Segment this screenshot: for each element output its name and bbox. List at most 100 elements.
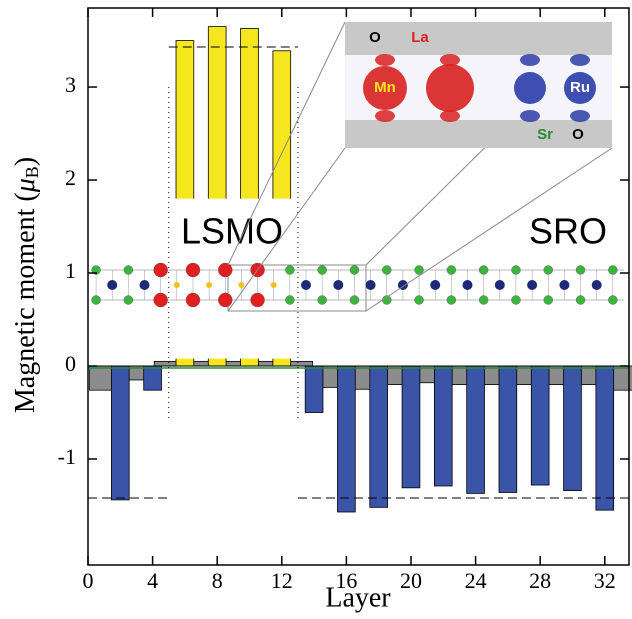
inset-atom [363, 66, 407, 110]
atom [527, 280, 538, 290]
atom [349, 295, 360, 305]
atom [511, 265, 521, 275]
atom [185, 292, 201, 308]
x-tick-label: 28 [529, 568, 551, 593]
atom [414, 295, 424, 305]
atom [250, 292, 265, 308]
zoom-box [227, 264, 367, 312]
inset-atom [514, 72, 546, 104]
atom [365, 280, 376, 290]
projection [365, 147, 613, 312]
atom [185, 262, 201, 278]
atom [382, 265, 392, 275]
inset-label: Sr [537, 126, 553, 143]
bar [143, 365, 162, 391]
y-label-close: ) [10, 157, 41, 166]
inset-orbital [375, 110, 395, 122]
atom [478, 265, 489, 275]
bar [595, 365, 615, 511]
atom [317, 295, 327, 305]
inset-label: Mn [374, 79, 396, 96]
plot-frame [87, 7, 630, 566]
atom [285, 295, 295, 305]
x-tick-label: 0 [83, 568, 94, 593]
inset-atom [564, 72, 596, 104]
atom [153, 262, 168, 278]
atom [107, 280, 118, 290]
inset-orbital [570, 110, 590, 122]
bar [369, 365, 388, 508]
atom [91, 295, 101, 305]
y-tick-label: 1 [65, 258, 76, 283]
projection [227, 147, 346, 312]
atom [478, 295, 489, 305]
bar [401, 365, 421, 489]
y-tick-label: -1 [58, 444, 76, 469]
x-tick-label: 32 [594, 568, 616, 593]
inset-atom [426, 64, 474, 112]
inset-orbital [570, 54, 590, 66]
y-axis-label: Magnetic moment (μB) [10, 157, 42, 413]
atom [591, 280, 602, 290]
y-label-mu: μ [10, 178, 41, 193]
atom [575, 265, 586, 275]
atom [543, 265, 553, 275]
atom [608, 295, 618, 305]
atom [285, 265, 295, 275]
y-label-sub: B [22, 166, 42, 178]
atom [123, 295, 134, 305]
atom [349, 265, 360, 275]
occlusion [173, 198, 294, 359]
atom [317, 265, 327, 275]
x-tick-label: 4 [147, 568, 158, 593]
atom [301, 280, 312, 290]
atom [511, 295, 521, 305]
atom [173, 282, 180, 288]
y-tick-label: 0 [65, 351, 76, 376]
bar [530, 365, 550, 486]
atom [446, 295, 457, 305]
atom [559, 280, 570, 290]
atom [414, 265, 424, 275]
atom [206, 282, 213, 288]
inset-orbital [440, 110, 460, 122]
inset-orbital [520, 110, 540, 122]
y-label-text: Magnetic moment ( [10, 192, 41, 413]
atom [218, 292, 233, 308]
inset-label: O [369, 29, 381, 46]
atom [430, 280, 441, 290]
x-tick-label: 20 [400, 568, 422, 593]
inset-orbital [520, 54, 540, 66]
bar [563, 365, 582, 492]
atom [575, 295, 586, 305]
atom [333, 280, 344, 290]
inset-label: Ru [570, 79, 590, 96]
atom [153, 292, 168, 308]
x-tick-label: 8 [212, 568, 223, 593]
atom [238, 282, 245, 288]
atom [446, 265, 457, 275]
atom [270, 282, 277, 288]
bar [498, 365, 518, 493]
bar [111, 365, 130, 501]
atom [608, 265, 618, 275]
bar [434, 365, 453, 487]
bar [337, 365, 356, 513]
bar [304, 365, 324, 413]
y-tick-label: 3 [65, 72, 76, 97]
x-tick-label: 16 [335, 568, 357, 593]
x-axis-label: Layer [325, 582, 391, 613]
atom [123, 265, 134, 275]
inset-label: La [411, 29, 429, 46]
atom [218, 262, 233, 278]
x-tick-label: 12 [271, 568, 293, 593]
atom [91, 265, 101, 275]
atom [139, 280, 150, 290]
atom [543, 295, 553, 305]
inset-orbital [375, 54, 395, 66]
atom [462, 280, 473, 290]
bar [466, 365, 485, 494]
annotation: LSMO [181, 211, 283, 252]
inset-orbital [440, 54, 460, 66]
projection [227, 21, 346, 266]
